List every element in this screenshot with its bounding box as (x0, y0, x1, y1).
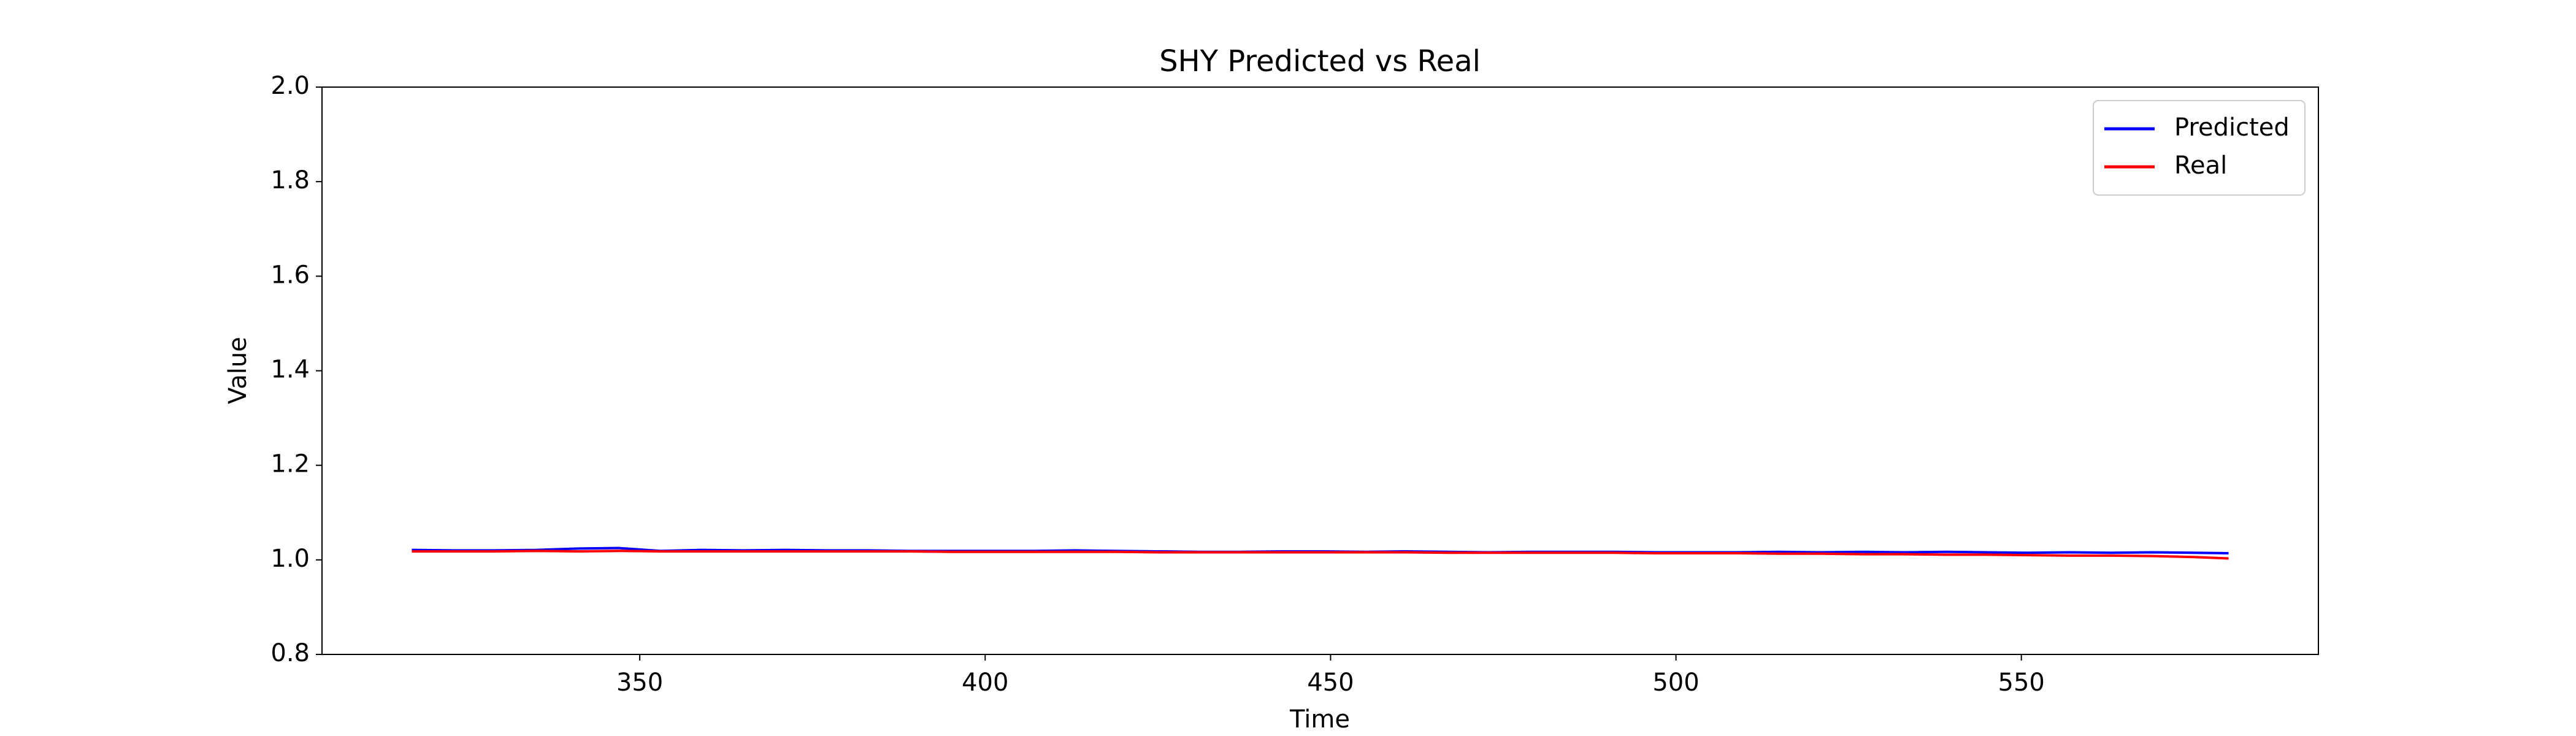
x-tick-label: 350 (616, 669, 663, 697)
legend-label: Predicted (2174, 113, 2290, 142)
y-tick-label: 1.2 (270, 450, 310, 478)
chart-title: SHY Predicted vs Real (1159, 44, 1481, 79)
y-tick-label: 1.4 (270, 356, 310, 384)
y-tick-label: 2.0 (270, 72, 310, 100)
plot-frame (321, 86, 2319, 655)
y-axis-label: Value (224, 337, 252, 404)
x-tick-label: 400 (962, 669, 1008, 697)
y-tick-label: 1.0 (270, 545, 310, 573)
y-tick-label: 1.8 (270, 166, 310, 194)
x-axis-label: Time (1289, 705, 1350, 734)
x-tick-label: 550 (1998, 669, 2045, 697)
x-tick-label: 450 (1307, 669, 1354, 697)
legend-label: Real (2174, 151, 2227, 180)
y-tick-label: 0.8 (270, 639, 310, 667)
legend-box (2093, 100, 2306, 196)
series-line (412, 550, 2229, 560)
x-tick-label: 500 (1652, 669, 1699, 697)
y-tick-label: 1.6 (270, 261, 310, 289)
